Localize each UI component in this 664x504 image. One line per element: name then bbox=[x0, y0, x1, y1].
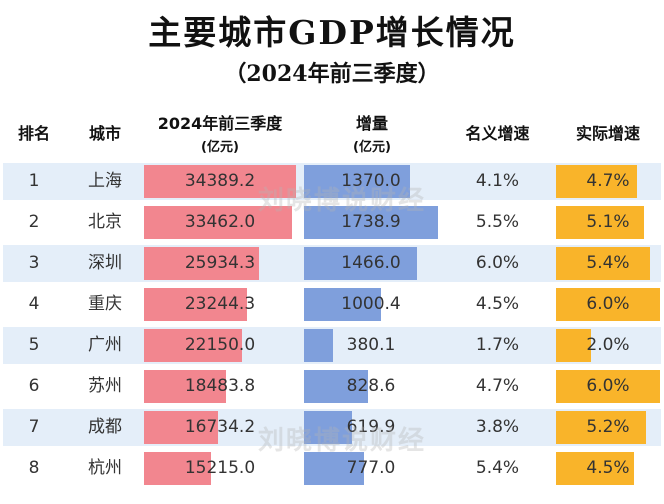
header-gdp: 2024年前三季度 (亿元) bbox=[140, 110, 300, 155]
header-city: 城市 bbox=[88, 124, 121, 143]
city-cell: 北京 bbox=[88, 212, 122, 232]
real-growth-cell: 5.4% bbox=[586, 253, 630, 273]
gdp-cell: 34389.2 bbox=[184, 171, 256, 191]
gdp-cell: 22150.0 bbox=[184, 335, 256, 355]
table-row: 8 杭州 15215.0 777.0 5.4% 4.5% bbox=[3, 450, 661, 487]
table-row: 4 重庆 23244.3 1000.4 4.5% 6.0% bbox=[3, 286, 661, 323]
increase-bar bbox=[304, 206, 438, 239]
increase-bar bbox=[304, 288, 381, 321]
rank-cell: 5 bbox=[28, 335, 40, 355]
increase-cell: 1466.0 bbox=[341, 253, 401, 273]
header-rank: 排名 bbox=[17, 124, 50, 143]
gdp-cell: 23244.3 bbox=[184, 294, 256, 314]
gdp-bar bbox=[144, 329, 242, 362]
city-cell: 深圳 bbox=[88, 253, 122, 273]
gdp-bar bbox=[144, 370, 226, 403]
increase-cell: 1738.9 bbox=[341, 212, 401, 232]
rank-cell: 2 bbox=[28, 212, 40, 232]
chart-subtitle: （2024年前三季度） bbox=[224, 61, 440, 87]
city-cell: 广州 bbox=[88, 335, 122, 355]
table-row: 1 上海 34389.2 1370.0 4.1% 4.7% bbox=[3, 163, 661, 200]
header-increase: 增量 (亿元) bbox=[302, 110, 442, 155]
real-growth-bar bbox=[556, 370, 660, 403]
rank-cell: 1 bbox=[28, 171, 40, 191]
header-gdp-unit: (亿元) bbox=[201, 140, 239, 155]
increase-cell: 1000.4 bbox=[341, 294, 401, 314]
increase-cell: 828.6 bbox=[346, 376, 396, 396]
city-cell: 上海 bbox=[88, 171, 122, 191]
increase-bar bbox=[304, 411, 352, 444]
table-row: 3 深圳 25934.3 1466.0 6.0% 5.4% bbox=[3, 245, 661, 282]
real-growth-bar bbox=[556, 288, 660, 321]
gdp-bar bbox=[144, 165, 296, 198]
nominal-growth-cell: 4.5% bbox=[475, 294, 520, 314]
increase-cell: 1370.0 bbox=[341, 171, 401, 191]
gdp-cell: 25934.3 bbox=[184, 253, 256, 273]
city-cell: 苏州 bbox=[88, 376, 122, 396]
header-gdp-label: 2024年前三季度 bbox=[157, 114, 283, 133]
nominal-growth-cell: 4.1% bbox=[475, 171, 520, 191]
table-row: 5 广州 22150.0 380.1 1.7% 2.0% bbox=[3, 327, 661, 364]
table-row: 2 北京 33462.0 1738.9 5.5% 5.1% bbox=[3, 204, 661, 241]
rank-cell: 6 bbox=[28, 376, 40, 396]
nominal-growth-cell: 1.7% bbox=[475, 335, 520, 355]
table-row: 6 苏州 18483.8 828.6 4.7% 6.0% bbox=[3, 368, 661, 405]
real-growth-bar bbox=[556, 411, 646, 444]
real-growth-cell: 2.0% bbox=[586, 335, 630, 355]
table-row: 7 成都 16734.2 619.9 3.8% 5.2% bbox=[3, 409, 661, 446]
gdp-bar bbox=[144, 247, 259, 280]
real-growth-cell: 4.7% bbox=[586, 171, 630, 191]
increase-bar bbox=[304, 247, 417, 280]
gdp-cell: 16734.2 bbox=[184, 417, 256, 437]
gdp-cell: 18483.8 bbox=[184, 376, 256, 396]
city-cell: 杭州 bbox=[88, 458, 122, 478]
real-growth-cell: 5.2% bbox=[586, 417, 630, 437]
real-growth-cell: 5.1% bbox=[586, 212, 630, 232]
increase-bar bbox=[304, 452, 364, 485]
real-growth-bar bbox=[556, 247, 650, 280]
increase-cell: 619.9 bbox=[346, 417, 396, 437]
nominal-growth-cell: 4.7% bbox=[475, 376, 520, 396]
increase-bar bbox=[304, 370, 368, 403]
real-growth-cell: 6.0% bbox=[586, 294, 630, 314]
gdp-cell: 15215.0 bbox=[184, 458, 256, 478]
real-growth-bar bbox=[556, 206, 644, 239]
nominal-growth-cell: 5.5% bbox=[475, 212, 520, 232]
gdp-bar bbox=[144, 411, 218, 444]
rank-cell: 4 bbox=[28, 294, 40, 314]
header-real: 实际增速 bbox=[575, 124, 640, 143]
real-growth-cell: 4.5% bbox=[586, 458, 630, 478]
city-cell: 重庆 bbox=[88, 294, 122, 314]
header-increase-label: 增量 bbox=[355, 114, 388, 133]
nominal-growth-cell: 5.4% bbox=[475, 458, 520, 478]
gdp-bar bbox=[144, 452, 211, 485]
increase-bar bbox=[304, 329, 333, 362]
real-growth-bar bbox=[556, 165, 637, 198]
chart-title: 主要城市GDP增长情况 bbox=[148, 13, 516, 52]
increase-cell: 777.0 bbox=[346, 458, 396, 478]
gdp-cell: 33462.0 bbox=[184, 212, 256, 232]
header-nominal: 名义增速 bbox=[465, 124, 530, 143]
increase-cell: 380.1 bbox=[346, 335, 396, 355]
gdp-bar bbox=[144, 288, 247, 321]
rank-cell: 3 bbox=[28, 253, 40, 273]
increase-bar bbox=[304, 165, 410, 198]
real-growth-cell: 6.0% bbox=[586, 376, 630, 396]
real-growth-bar bbox=[556, 452, 634, 485]
city-cell: 成都 bbox=[88, 417, 122, 437]
rank-cell: 8 bbox=[28, 458, 40, 478]
nominal-growth-cell: 3.8% bbox=[475, 417, 520, 437]
nominal-growth-cell: 6.0% bbox=[475, 253, 520, 273]
header-increase-unit: (亿元) bbox=[353, 140, 391, 155]
rank-cell: 7 bbox=[28, 417, 40, 437]
real-growth-bar bbox=[556, 329, 591, 362]
gdp-bar bbox=[144, 206, 292, 239]
